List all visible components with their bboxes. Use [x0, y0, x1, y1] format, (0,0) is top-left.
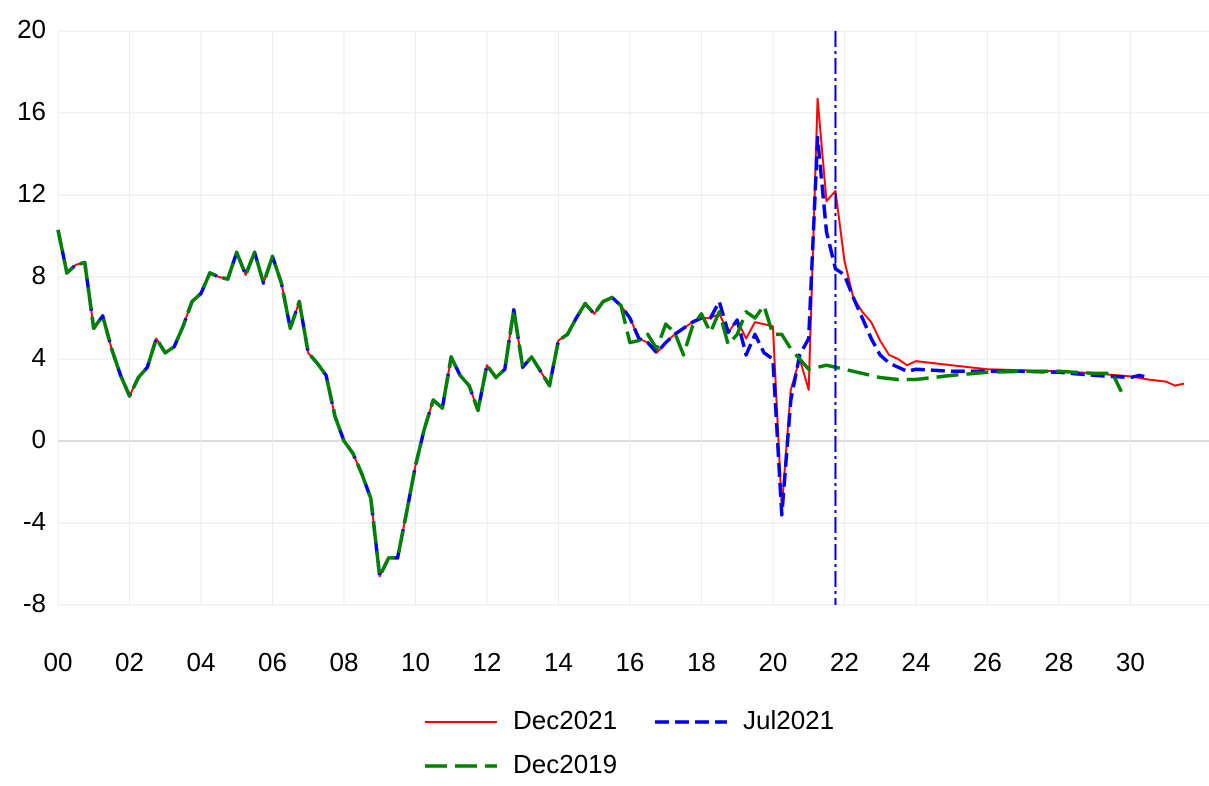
x-tick-label: 18 [687, 647, 716, 677]
x-tick-label: 22 [830, 647, 859, 677]
x-tick-label: 10 [401, 647, 430, 677]
y-tick-label: -8 [23, 588, 46, 618]
x-tick-label: 30 [1116, 647, 1145, 677]
x-tick-label: 06 [258, 647, 287, 677]
x-tick-label: 26 [973, 647, 1002, 677]
x-tick-label: 14 [544, 647, 573, 677]
y-tick-label: 4 [32, 342, 46, 372]
x-tick-label: 02 [115, 647, 144, 677]
y-tick-label: 20 [17, 14, 46, 44]
y-tick-label: 16 [17, 96, 46, 126]
x-tick-label: 12 [472, 647, 501, 677]
x-tick-label: 00 [44, 647, 73, 677]
x-tick-label: 04 [187, 647, 216, 677]
legend-label: Dec2021 [513, 705, 617, 735]
y-tick-label: 8 [32, 260, 46, 290]
x-tick-label: 24 [901, 647, 930, 677]
x-tick-label: 28 [1044, 647, 1073, 677]
x-tick-label: 20 [758, 647, 787, 677]
series-line [57, 97, 1185, 578]
legend-label: Dec2019 [513, 749, 617, 779]
y-tick-label: 12 [17, 178, 46, 208]
y-tick-label: 0 [32, 424, 46, 454]
x-tick-label: 16 [615, 647, 644, 677]
x-tick-label: 08 [330, 647, 359, 677]
series-line [56, 229, 1123, 579]
legend-label: Jul2021 [743, 705, 834, 735]
series-line [56, 135, 1149, 579]
y-tick-label: -4 [23, 506, 46, 536]
